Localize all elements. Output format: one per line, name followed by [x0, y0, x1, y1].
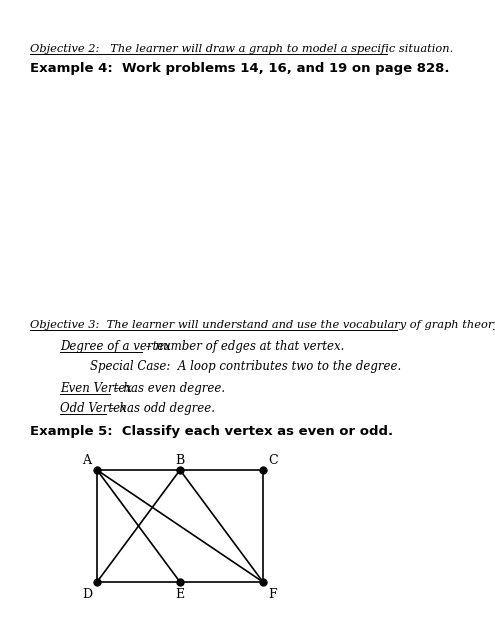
- Text: Even Vertex: Even Vertex: [60, 382, 132, 395]
- Text: B: B: [175, 454, 185, 467]
- Text: F: F: [269, 588, 277, 600]
- Text: D: D: [82, 588, 92, 600]
- Text: – has even degree.: – has even degree.: [110, 382, 225, 395]
- Text: Objective 2:   The learner will draw a graph to model a specific situation.: Objective 2: The learner will draw a gra…: [30, 44, 453, 54]
- Text: E: E: [175, 588, 185, 600]
- Text: – number of edges at that vertex.: – number of edges at that vertex.: [142, 340, 345, 353]
- Text: Objective 3:  The learner will understand and use the vocabulary of graph theory: Objective 3: The learner will understand…: [30, 320, 495, 330]
- Text: – has odd degree.: – has odd degree.: [105, 402, 214, 415]
- Text: Special Case:  A loop contributes two to the degree.: Special Case: A loop contributes two to …: [90, 360, 401, 373]
- Text: A: A: [83, 454, 92, 467]
- Text: C: C: [268, 454, 278, 467]
- Text: Example 4:  Work problems 14, 16, and 19 on page 828.: Example 4: Work problems 14, 16, and 19 …: [30, 62, 449, 75]
- Text: Odd Vertex: Odd Vertex: [60, 402, 127, 415]
- Text: Degree of a vertex: Degree of a vertex: [60, 340, 171, 353]
- Text: Example 5:  Classify each vertex as even or odd.: Example 5: Classify each vertex as even …: [30, 425, 393, 438]
